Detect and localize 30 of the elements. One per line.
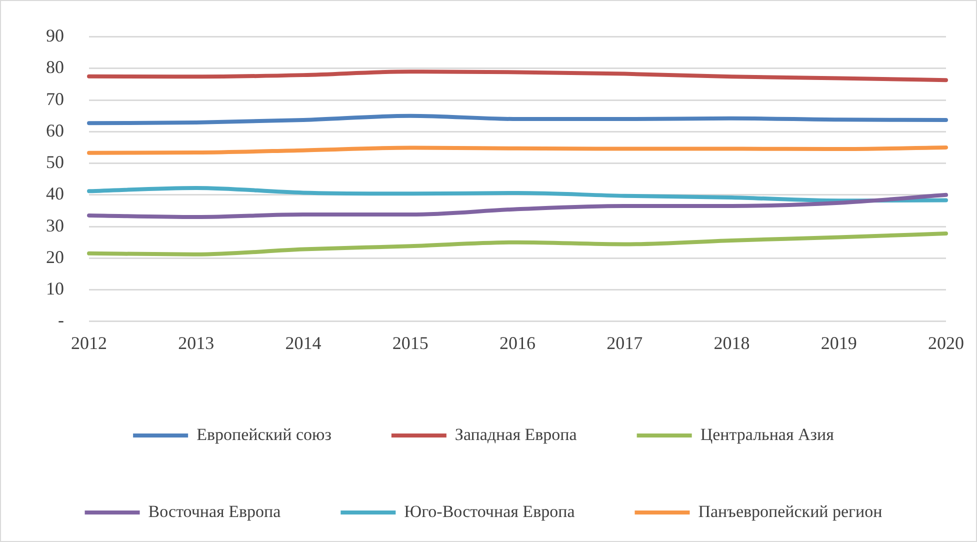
legend-label: Центральная Азия	[700, 424, 834, 444]
line-series	[87, 231, 948, 256]
line-series	[87, 192, 948, 220]
y-tick-label: -	[58, 310, 64, 330]
x-tick-label: 2018	[714, 332, 750, 353]
y-tick-label: 60	[46, 120, 64, 140]
x-tick-label: 2012	[71, 332, 107, 353]
line-series	[87, 70, 948, 82]
line-series	[87, 186, 948, 203]
legend-label: Западная Европа	[454, 424, 578, 444]
y-tick-label: 20	[46, 246, 64, 267]
y-tick-label: 40	[46, 184, 64, 204]
legend-label: Панъевропейский регион	[698, 502, 882, 521]
x-tick-label: 2020	[928, 332, 964, 353]
x-tick-label: 2017	[606, 332, 643, 353]
x-tick-label: 2016	[500, 332, 536, 353]
legend-label: Юго-Восточная Европа	[404, 502, 576, 521]
x-tick-label: 2015	[392, 332, 428, 353]
y-tick-label: 90	[46, 26, 64, 46]
x-tick-label: 2014	[285, 332, 322, 353]
x-tick-label: 2013	[178, 332, 214, 353]
legend-label: Восточная Европа	[148, 502, 282, 521]
y-tick-label: 10	[46, 278, 64, 299]
y-tick-label: 30	[46, 215, 64, 236]
y-tick-label: 70	[46, 88, 64, 109]
y-tick-label: 80	[46, 57, 64, 78]
legend-label: Европейский союз	[196, 424, 332, 444]
x-tick-label: 2019	[820, 332, 857, 353]
line-series	[87, 114, 948, 126]
y-tick-label: 50	[46, 152, 64, 172]
